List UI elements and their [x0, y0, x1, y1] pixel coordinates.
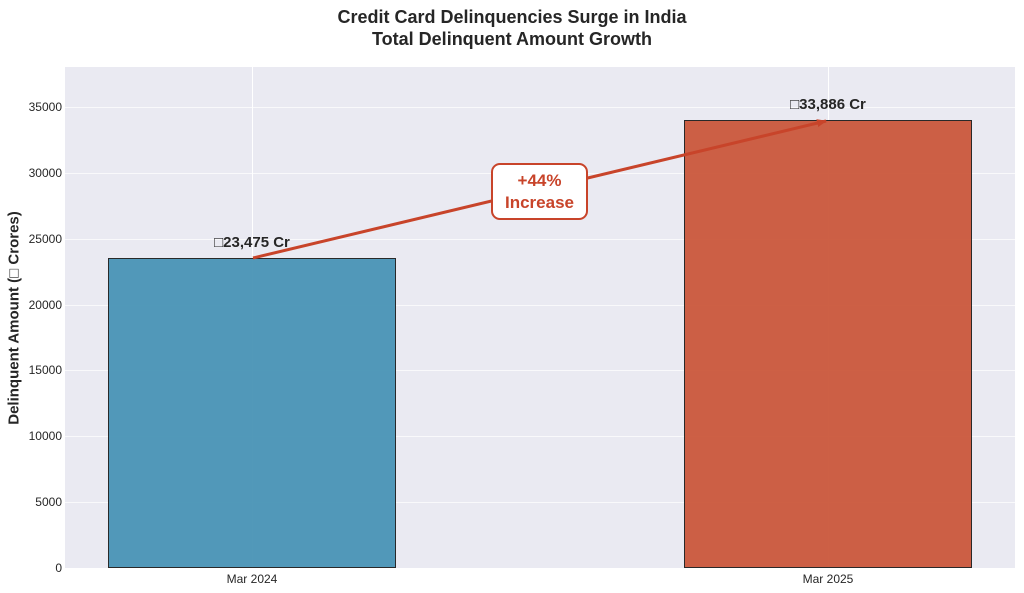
- y-tick: 0: [55, 561, 62, 575]
- gridline: [65, 305, 1015, 306]
- y-tick: 10000: [28, 429, 62, 443]
- gridline: [65, 502, 1015, 503]
- bar-value-label-mar-2025: □33,886 Cr: [790, 96, 866, 113]
- y-tick: 20000: [28, 298, 62, 312]
- gridline: [65, 107, 1015, 108]
- bar-mar-2025: [684, 120, 972, 568]
- y-tick: 5000: [35, 495, 62, 509]
- annotation-text: Increase: [505, 193, 574, 212]
- gridline: [65, 370, 1015, 371]
- chart-title: Credit Card Delinquencies Surge in India…: [0, 6, 1024, 50]
- annotation-percent: +44%: [517, 171, 562, 190]
- bar-value-label-mar-2024: □23,475 Cr: [214, 234, 290, 251]
- bar-mar-2024: [108, 258, 396, 568]
- y-tick: 25000: [28, 232, 62, 246]
- gridline: [65, 436, 1015, 437]
- gridline: [65, 568, 1015, 569]
- y-tick: 35000: [28, 100, 62, 114]
- chart-title-line1: Credit Card Delinquencies Surge in India: [337, 7, 687, 27]
- plot-area: [65, 67, 1015, 569]
- chart-subtitle: Total Delinquent Amount Growth: [372, 29, 652, 49]
- gridline: [65, 239, 1015, 240]
- y-tick: 15000: [28, 363, 62, 377]
- x-tick-mar-2025: Mar 2025: [802, 572, 854, 586]
- increase-annotation: +44% Increase: [491, 163, 588, 220]
- y-tick: 30000: [28, 166, 62, 180]
- x-tick-mar-2024: Mar 2024: [226, 572, 278, 586]
